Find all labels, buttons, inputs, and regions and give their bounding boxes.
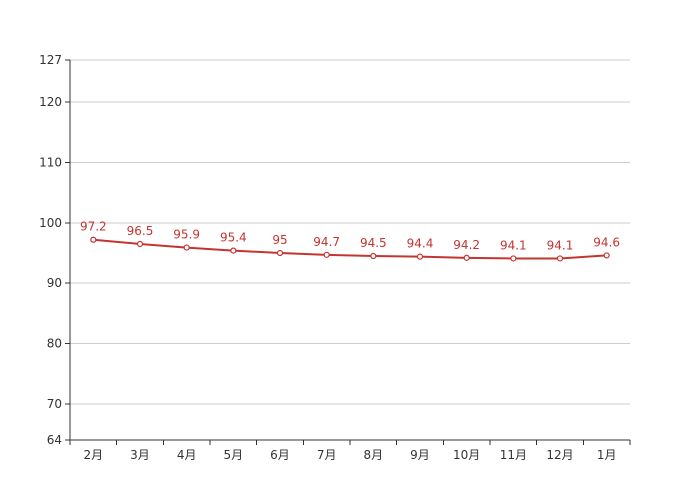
data-point[interactable]	[556, 255, 564, 262]
y-tick-label: 100	[39, 216, 62, 230]
data-label: 95	[272, 233, 287, 247]
data-label: 94.4	[407, 237, 434, 251]
y-tick-label: 80	[47, 336, 62, 350]
x-tick-label: 12月	[546, 448, 573, 462]
data-label: 95.4	[220, 231, 247, 245]
y-tick-label: 120	[39, 95, 62, 109]
data-label: 94.6	[593, 235, 620, 249]
data-point[interactable]	[370, 252, 377, 260]
data-label: 95.9	[173, 228, 200, 242]
data-point[interactable]	[323, 251, 330, 258]
data-label: 94.5	[360, 236, 387, 250]
data-labels: 97.2 96.5 95.9 95.4 95 94.7 94.5 94.4 94.2 94.1 94…	[80, 220, 620, 253]
data-point[interactable]	[510, 255, 517, 262]
x-tick-label: 4月	[177, 448, 197, 462]
data-point[interactable]	[416, 253, 424, 260]
x-tick-label: 7月	[317, 448, 337, 462]
data-point[interactable]	[90, 236, 97, 243]
data-label: 94.2	[453, 238, 480, 252]
data-label: 97.2	[80, 220, 107, 234]
data-label: 94.7	[313, 235, 340, 249]
y-tick-label: 64	[47, 433, 62, 447]
data-label: 94.1	[547, 238, 574, 252]
data-point[interactable]	[230, 247, 237, 254]
data-label: 94.1	[500, 238, 527, 252]
x-tick-label: 2月	[84, 448, 104, 462]
data-point[interactable]	[603, 252, 610, 259]
y-tick-label: 90	[47, 276, 62, 290]
x-tick-label: 9月	[410, 448, 430, 462]
y-tick-label: 110	[39, 156, 62, 170]
x-tick-label: 3月	[130, 448, 150, 462]
x-tick-label: 6月	[270, 448, 290, 462]
data-point[interactable]	[183, 244, 190, 251]
data-point[interactable]	[136, 240, 144, 248]
x-tick-label: 10月	[453, 448, 480, 462]
x-tick-label: 5月	[224, 448, 244, 462]
data-point[interactable]	[276, 249, 284, 257]
x-tick-label: 1月	[597, 448, 617, 462]
data-label: 96.5	[127, 224, 154, 238]
gridlines	[70, 59, 630, 405]
x-tick-label: 8月	[364, 448, 384, 462]
series-layer	[90, 236, 610, 262]
x-tick-label: 11月	[500, 448, 527, 462]
y-tick-label: 70	[47, 397, 62, 411]
y-tick-label: 127	[39, 53, 62, 67]
series-line	[92, 238, 608, 260]
axes: 64 70 80 90 100 110 120 127 2月 3月 4月 5月 6月 7月 8月 9月 10月 1…	[39, 53, 631, 462]
data-point[interactable]	[463, 254, 470, 261]
